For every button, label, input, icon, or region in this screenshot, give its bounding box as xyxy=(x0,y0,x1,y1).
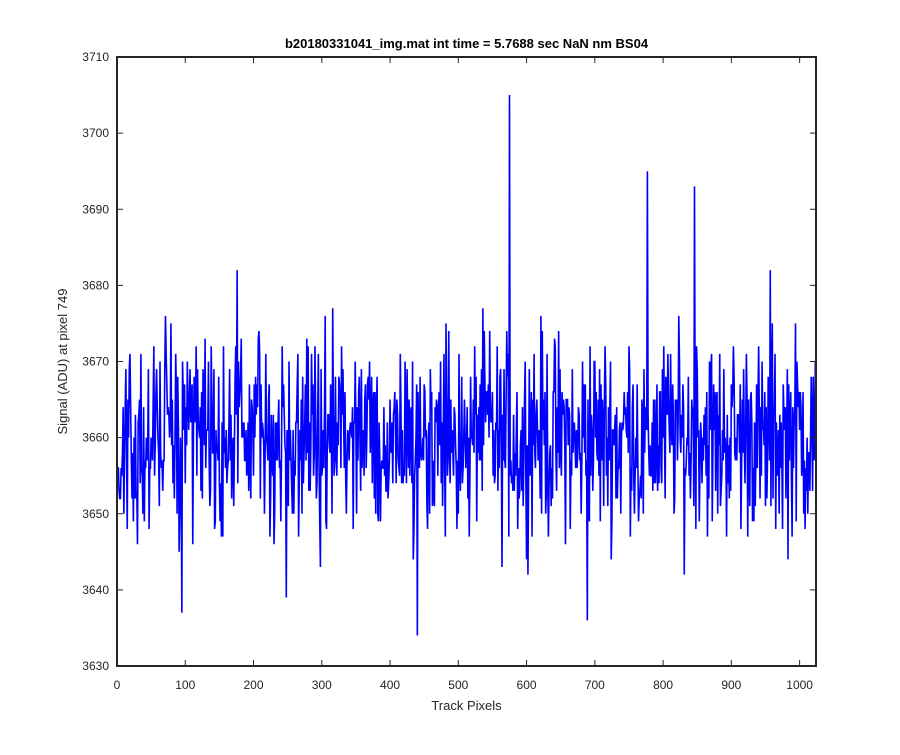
y-ticks: 3630 3640 3650 3660 3670 3680 3690 3700 3710 xyxy=(82,50,816,673)
y-tick-label: 3710 xyxy=(82,50,109,64)
x-tick-label: 600 xyxy=(517,678,537,692)
x-tick-label: 500 xyxy=(448,678,468,692)
y-tick-label: 3640 xyxy=(82,583,109,597)
y-tick-label: 3690 xyxy=(82,202,109,216)
plot-area xyxy=(117,57,816,666)
y-tick-label: 3700 xyxy=(82,126,109,140)
x-tick-label: 900 xyxy=(721,678,741,692)
x-axis-label: Track Pixels xyxy=(431,698,502,713)
x-tick-label: 400 xyxy=(380,678,400,692)
y-tick-label: 3660 xyxy=(82,431,109,445)
signal-series-line xyxy=(117,95,817,636)
x-tick-label: 0 xyxy=(114,678,121,692)
axes-box xyxy=(116,56,817,667)
series-layer xyxy=(117,95,817,636)
y-tick-label: 3630 xyxy=(82,659,109,673)
x-tick-label: 800 xyxy=(653,678,673,692)
chart-title: b20180331041_img.mat int time = 5.7688 s… xyxy=(285,36,649,51)
x-tick-label: 1000 xyxy=(786,678,813,692)
x-tick-label: 300 xyxy=(312,678,332,692)
x-tick-label: 700 xyxy=(585,678,605,692)
x-tick-label: 200 xyxy=(244,678,264,692)
y-axis-label: Signal (ADU) at pixel 749 xyxy=(55,289,70,435)
y-tick-label: 3680 xyxy=(82,278,109,292)
y-tick-label: 3650 xyxy=(82,507,109,521)
y-tick-label: 3670 xyxy=(82,355,109,369)
x-ticks: 0 100 200 300 400 500 600 700 800 900 1000 xyxy=(114,57,813,692)
x-tick-label: 100 xyxy=(175,678,195,692)
